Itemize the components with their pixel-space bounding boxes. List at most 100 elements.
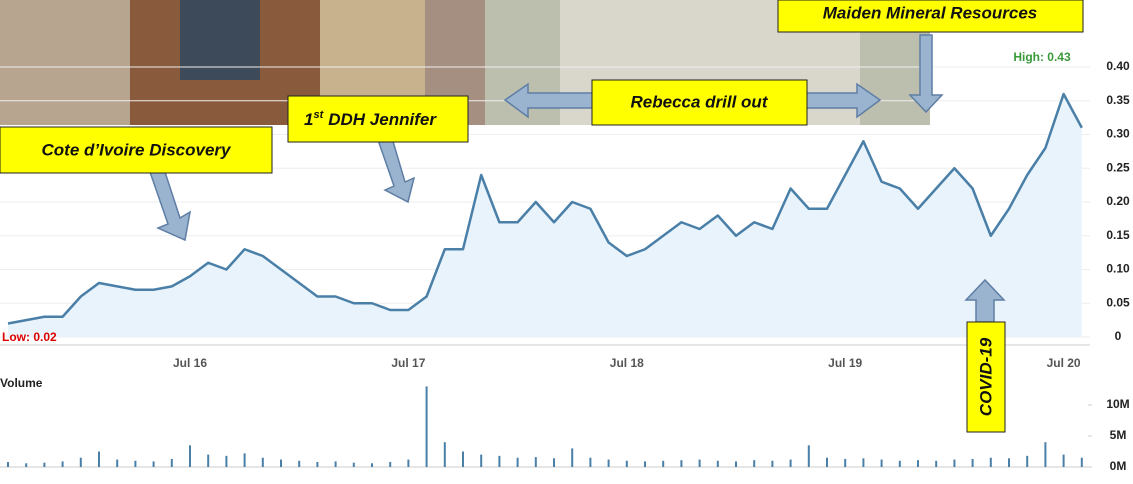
volume-bar [170, 458, 173, 467]
volume-bar [953, 459, 956, 467]
annotation: 1st DDH Jennifer [304, 109, 437, 130]
volume-bar [989, 457, 992, 467]
volume-bar [261, 457, 264, 467]
y-tick-label: 0.25 [1106, 160, 1130, 174]
price-line [7, 92, 1083, 325]
volume-bar [844, 458, 847, 467]
volume-bar [462, 451, 464, 467]
volume-bar [425, 386, 428, 467]
x-tick-label: Jul 16 [173, 356, 207, 370]
y-tick-label: 0.30 [1106, 127, 1130, 141]
annotation: DDH Jennifer [328, 110, 437, 129]
volume-bar [880, 459, 883, 467]
x-tick-label: Jul 19 [828, 356, 862, 370]
volume-bar [1062, 454, 1065, 467]
x-tick-label: Jul 18 [610, 356, 644, 370]
volume-bar [498, 455, 501, 467]
volume-bar [753, 460, 756, 467]
volume-bar [1008, 458, 1010, 467]
volume-bar [152, 461, 155, 467]
volume-bar [1044, 442, 1047, 467]
volume-bar [680, 460, 683, 467]
y-tick-label: 0.20 [1106, 194, 1130, 208]
y-tick-label: 0.15 [1106, 228, 1130, 242]
volume-bar [352, 462, 355, 467]
area [8, 94, 1082, 337]
volume-bar [43, 462, 46, 467]
volume-bar [571, 448, 574, 467]
y-tick-label: 5M [1110, 428, 1127, 442]
volume-bar [25, 463, 28, 467]
volume-bar [589, 457, 592, 467]
volume-bar [7, 462, 9, 467]
volume-bar [771, 460, 774, 467]
photo-part [0, 0, 130, 125]
volume-bar [98, 451, 100, 467]
arrow [148, 171, 192, 242]
volume-bar [316, 462, 319, 467]
x-tick-label: Jul 17 [391, 356, 425, 370]
volume-bar [207, 454, 210, 467]
volume-bar [807, 445, 810, 467]
high-label: High: 0.43 [1013, 50, 1071, 64]
volume-bar [225, 455, 228, 467]
arrow [376, 137, 416, 204]
volume-bar [516, 457, 519, 467]
arrows [148, 34, 1006, 323]
volume-bar [334, 461, 337, 467]
volume-bar [625, 460, 628, 467]
y-tick-label: 0M [1110, 459, 1127, 473]
volume-title: Volume [0, 376, 43, 390]
volume-bar [826, 457, 828, 467]
y-tick-label: 0 [1115, 329, 1122, 343]
volume-bar [662, 460, 665, 467]
volume-bar [189, 445, 191, 467]
volume-bar [534, 457, 537, 467]
volume-bar [371, 463, 373, 467]
volume-bar [898, 460, 901, 467]
volume-bar [407, 459, 410, 467]
arrow [964, 278, 1006, 323]
annotation-sup: st [313, 109, 324, 121]
annotation: 1 [304, 110, 313, 129]
volume-bar [644, 461, 646, 467]
y-tick-label: 0.40 [1106, 59, 1130, 73]
annotation: Rebecca drill out [631, 92, 769, 111]
volume-bar [116, 459, 119, 467]
volume-bar [280, 459, 282, 467]
arrow [908, 34, 944, 114]
annotation-box [777, 0, 1084, 33]
y-tick-label: 0.35 [1106, 93, 1130, 107]
y-tick-label: 0.05 [1106, 295, 1130, 309]
y-tick-label: 10M [1106, 397, 1129, 411]
low-label: Low: 0.02 [2, 330, 57, 344]
volume-bar [1080, 457, 1083, 467]
annotation: Maiden Mineral Resources [823, 3, 1037, 22]
volume-bar [298, 460, 301, 467]
volume-bar [553, 458, 555, 467]
annotation: COVID-19 [976, 337, 995, 416]
volume-bar [862, 458, 865, 467]
annotation-box [0, 126, 273, 174]
annotation-box [591, 79, 808, 126]
annotation: Cote d’Ivoire Discovery [42, 140, 233, 159]
volume-bar [716, 460, 719, 467]
y-tick-label: 0.10 [1106, 262, 1130, 276]
volume-bar [480, 454, 483, 467]
volume-bar [61, 461, 64, 467]
volume-bar [1026, 455, 1029, 467]
volume-bar [698, 459, 701, 467]
volume-bar [243, 453, 246, 467]
photo-part [180, 0, 260, 80]
volume-bar [971, 458, 974, 467]
volume-bar [79, 457, 82, 467]
annotation-box [287, 95, 469, 143]
annotation-box [966, 321, 1006, 433]
volume-bar [389, 462, 392, 467]
annotations: Cote d’Ivoire Discovery 1st DDH Jennifer … [0, 0, 1084, 433]
volume-bar [917, 460, 919, 467]
volume-bar [735, 461, 737, 467]
volume-bar [935, 460, 938, 467]
x-tick-label: Jul 20 [1047, 356, 1081, 370]
